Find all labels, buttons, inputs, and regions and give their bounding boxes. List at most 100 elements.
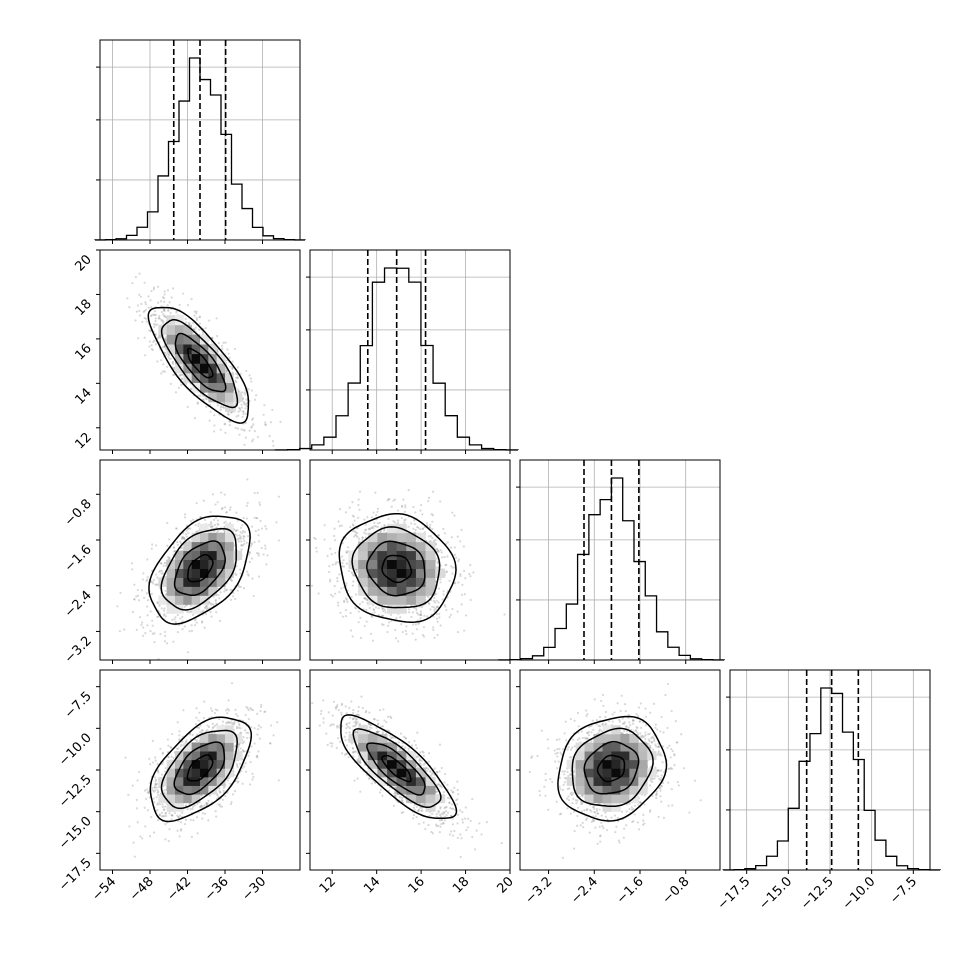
scatter-point: [393, 498, 397, 501]
scatter-point: [245, 402, 248, 405]
scatter-point: [162, 370, 165, 373]
scatter-point: [334, 563, 337, 566]
scatter-point: [436, 633, 439, 637]
scatter-point: [420, 605, 423, 609]
scatter-point: [194, 523, 197, 527]
scatter-point: [236, 366, 239, 369]
scatter-point: [415, 606, 418, 609]
scatter-point: [133, 583, 136, 586]
scatter-point: [131, 568, 134, 571]
scatter-point: [140, 621, 144, 624]
scatter-point: [255, 517, 258, 520]
scatter-point: [405, 632, 408, 636]
scatter-point: [235, 511, 238, 514]
scatter-point: [154, 784, 157, 787]
scatter-point: [242, 535, 245, 538]
scatter-point: [195, 317, 198, 320]
scatter-point: [401, 505, 404, 508]
scatter-point: [172, 640, 175, 643]
scatter-point: [226, 721, 229, 724]
scatter-point: [334, 592, 337, 595]
scatter-point: [163, 808, 166, 811]
scatter-point: [333, 534, 336, 538]
density-cell: [166, 595, 176, 605]
scatter-point: [361, 536, 364, 539]
scatter-point: [370, 516, 373, 519]
scatter-point: [166, 738, 169, 741]
scatter-point: [245, 705, 248, 709]
scatter-point: [197, 524, 200, 528]
scatter-point: [163, 308, 166, 312]
scatter-point: [215, 526, 218, 529]
scatter-point: [153, 640, 156, 644]
scatter-point: [137, 599, 141, 602]
scatter-point: [235, 529, 238, 532]
scatter-point: [228, 521, 232, 525]
scatter-point: [315, 546, 318, 550]
density-cell: [367, 559, 378, 569]
scatter-point: [150, 547, 153, 550]
density-cell: [415, 532, 426, 543]
scatter-point: [196, 402, 199, 405]
scatter-point: [188, 630, 191, 633]
scatter-point: [389, 613, 393, 616]
scatter-point: [340, 587, 343, 590]
scatter-point: [192, 518, 195, 521]
scatter-point: [344, 597, 348, 600]
scatter-point: [438, 616, 441, 619]
scatter-point: [446, 555, 449, 558]
density-cell: [406, 532, 417, 543]
scatter-point: [231, 367, 234, 370]
scatter-point: [242, 516, 245, 520]
scatter-point: [254, 530, 257, 533]
scatter-point: [164, 346, 167, 349]
scatter-point: [231, 366, 234, 370]
scatter-point: [357, 516, 360, 519]
scatter-point: [365, 608, 368, 612]
scatter-point: [429, 608, 432, 611]
scatter-point: [436, 549, 439, 552]
scatter-point: [201, 817, 204, 820]
scatter-point: [441, 556, 444, 559]
scatter-point: [198, 711, 201, 714]
scatter-point: [180, 373, 183, 376]
scatter-point: [443, 555, 446, 559]
scatter-point: [165, 353, 168, 356]
scatter-point: [421, 527, 425, 530]
scatter-point: [310, 584, 314, 587]
density-cell: [200, 532, 209, 543]
scatter-point: [211, 336, 214, 340]
scatter-point: [388, 621, 391, 624]
scatter-point: [351, 501, 354, 504]
scatter-point: [198, 316, 201, 319]
scatter-point: [225, 722, 228, 725]
scatter-point: [401, 630, 404, 634]
scatter-point: [323, 524, 326, 527]
scatter-point: [256, 552, 259, 555]
scatter-point: [250, 426, 253, 429]
scatter-point: [144, 354, 147, 357]
scatter-point: [439, 578, 442, 581]
scatter-point: [159, 632, 162, 636]
scatter-point: [279, 420, 282, 423]
density-cell: [396, 532, 407, 543]
scatter-point: [238, 585, 241, 588]
scatter-point: [176, 631, 179, 634]
scatter-point: [411, 611, 415, 614]
density-cell: [191, 344, 201, 355]
density-cell: [183, 586, 193, 596]
scatter-point: [241, 531, 244, 535]
scatter-point: [436, 620, 439, 623]
scatter-point: [236, 777, 239, 780]
scatter-point: [361, 601, 364, 604]
scatter-point: [346, 551, 349, 554]
scatter-point: [203, 606, 207, 610]
density-cell: [158, 324, 168, 335]
scatter-point: [208, 419, 211, 422]
density-cell: [225, 523, 234, 534]
scatter-point: [175, 311, 178, 314]
scatter-point: [181, 378, 184, 381]
scatter-point: [364, 523, 368, 526]
scatter-point: [171, 361, 174, 364]
scatter-point: [176, 747, 179, 750]
